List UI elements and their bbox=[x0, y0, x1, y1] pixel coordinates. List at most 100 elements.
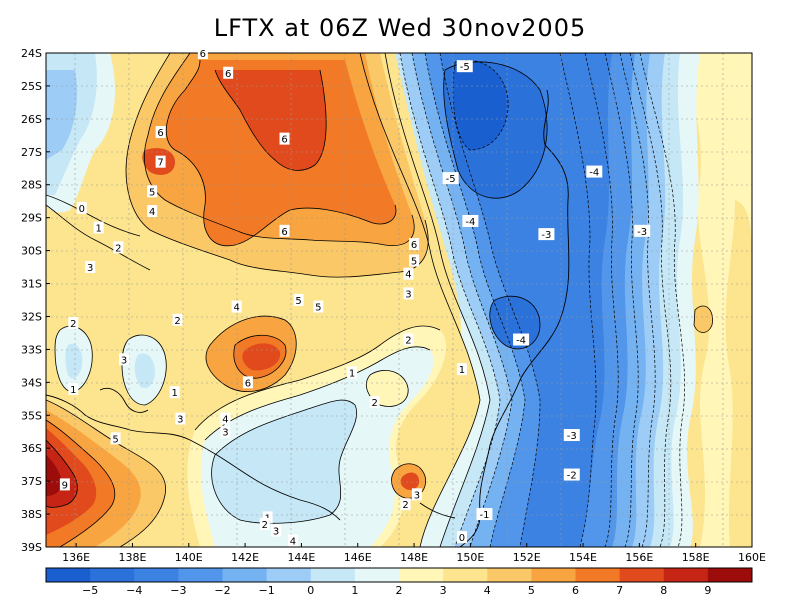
contour-label: 5 bbox=[295, 296, 301, 307]
contour-label: 1 bbox=[95, 224, 101, 235]
lat-tick-label: 28S bbox=[21, 179, 42, 192]
contour-label-bg bbox=[220, 425, 231, 438]
colorbar-swatch bbox=[178, 568, 223, 582]
contour-label-bg bbox=[197, 47, 208, 59]
contour-label: 2 bbox=[262, 520, 268, 531]
coastline bbox=[46, 89, 570, 547]
contour-label: 6 bbox=[411, 240, 417, 251]
contour-label-bg bbox=[59, 478, 70, 491]
lon-tick-label: 150E bbox=[456, 551, 484, 564]
contour-label-bg bbox=[155, 155, 166, 168]
colorbar-label: 3 bbox=[440, 584, 447, 597]
lat-tick-label: 30S bbox=[21, 245, 42, 258]
contour-label-bg bbox=[538, 228, 555, 241]
contour-label-bg bbox=[462, 214, 479, 227]
colorbar-label: −5 bbox=[82, 584, 98, 597]
colorbar-swatch bbox=[575, 568, 621, 582]
contour-label-bg bbox=[223, 66, 234, 79]
colorbar-swatch bbox=[531, 568, 576, 582]
contour-label: 4 bbox=[233, 303, 239, 314]
colorbar-frame bbox=[45, 567, 753, 583]
contour-label-bg bbox=[400, 498, 411, 511]
contour-label-bg bbox=[456, 363, 467, 376]
lat-tick-label: 37S bbox=[21, 475, 42, 488]
contour-label: 4 bbox=[290, 536, 296, 547]
contour-label: 6 bbox=[200, 49, 206, 60]
contour-label: 5 bbox=[149, 187, 155, 198]
colorbar-swatch bbox=[619, 568, 665, 582]
lat-tick-label: 29S bbox=[21, 212, 42, 225]
lon-tick-label: 160E bbox=[738, 551, 766, 564]
lat-tick-label: 34S bbox=[21, 376, 42, 389]
colorbar-swatch bbox=[46, 568, 91, 582]
contour-label-bg bbox=[403, 267, 414, 280]
colorbar-swatch bbox=[310, 568, 356, 582]
contour-label-bg bbox=[347, 366, 358, 379]
contour-label: 5 bbox=[112, 434, 118, 445]
contour-label: -5 bbox=[446, 174, 456, 185]
lon-tick-label: 136E bbox=[62, 551, 90, 564]
axis-labels: 24S 25S 26S 27S 28S 29S 30S 31S 32S 33S 34S 35S 36S 3… bbox=[21, 47, 766, 564]
lon-tick-label: 144E bbox=[287, 551, 315, 564]
contour-label: 5 bbox=[315, 303, 321, 314]
contour-label: 4 bbox=[222, 415, 228, 426]
contour-label: 2 bbox=[70, 319, 76, 330]
contour-label: 1 bbox=[349, 368, 355, 379]
contour-label: 6 bbox=[281, 227, 287, 238]
contour-label: -1 bbox=[479, 510, 489, 521]
colorbar-label: 9 bbox=[704, 584, 711, 597]
colorbar-label: −4 bbox=[126, 584, 142, 597]
map-title: LFTX at 06Z Wed 30nov2005 bbox=[213, 14, 587, 42]
colorbar-swatch bbox=[663, 568, 709, 582]
contour-label-bg bbox=[119, 353, 130, 366]
contour-label: 1 bbox=[172, 388, 178, 399]
contour-label: 2 bbox=[405, 336, 411, 347]
colorbar-label: 1 bbox=[351, 584, 358, 597]
colorbar-label: 2 bbox=[396, 584, 403, 597]
colorbar-label: −3 bbox=[170, 584, 186, 597]
contour-label: 5 bbox=[411, 256, 417, 267]
colorbar-swatch bbox=[487, 568, 532, 582]
contour-label: 0 bbox=[79, 204, 85, 215]
lat-tick-label: 27S bbox=[21, 146, 42, 159]
lon-tick-label: 148E bbox=[400, 551, 428, 564]
lat-tick-label: 39S bbox=[21, 541, 42, 554]
contour-label: -3 bbox=[541, 230, 551, 241]
contour-label: 6 bbox=[225, 69, 231, 80]
contour-label: 2 bbox=[402, 500, 408, 511]
contour-label: 9 bbox=[62, 480, 68, 491]
contour-label-bg bbox=[403, 333, 414, 346]
contour-label: 6 bbox=[245, 378, 251, 389]
colorbar-label: −1 bbox=[259, 584, 275, 597]
contour-label: -3 bbox=[567, 431, 577, 442]
contour-label: 2 bbox=[115, 243, 121, 254]
colorbar: −5 −4 −3 −2 −1 0 1 2 3 4 5 6 7 8 9 bbox=[45, 567, 753, 597]
contour-label-bg bbox=[242, 376, 253, 389]
lon-tick-label: 138E bbox=[118, 551, 146, 564]
colorbar-swatch bbox=[266, 568, 312, 582]
contour-label-bg bbox=[259, 517, 270, 530]
contour-label-bg bbox=[147, 205, 158, 218]
contour-label: 4 bbox=[405, 270, 411, 281]
lon-tick-label: 158E bbox=[682, 551, 710, 564]
contour-label-bg bbox=[411, 488, 422, 501]
colorbar-label: 5 bbox=[528, 584, 535, 597]
contour-label-bg bbox=[279, 132, 290, 145]
colorbar-label: 4 bbox=[484, 584, 491, 597]
contour-label: 3 bbox=[121, 355, 127, 366]
lon-tick-label: 152E bbox=[513, 551, 541, 564]
lat-tick-label: 36S bbox=[21, 442, 42, 455]
colorbar-label: 0 bbox=[307, 584, 314, 597]
contour-label-bg bbox=[220, 412, 231, 425]
contour-label-bg bbox=[175, 412, 186, 425]
contour-label: 3 bbox=[222, 428, 228, 439]
contour-label-bg bbox=[287, 534, 298, 547]
contour-label: -4 bbox=[516, 336, 526, 347]
contour-label-bg bbox=[231, 300, 242, 313]
contour-label: 3 bbox=[273, 527, 279, 538]
lat-tick-label: 24S bbox=[21, 47, 42, 60]
contour-label-bg bbox=[563, 468, 580, 481]
lat-tick-label: 31S bbox=[21, 278, 42, 291]
contour-label-bg bbox=[113, 241, 124, 254]
contour-label-bg bbox=[262, 511, 273, 524]
